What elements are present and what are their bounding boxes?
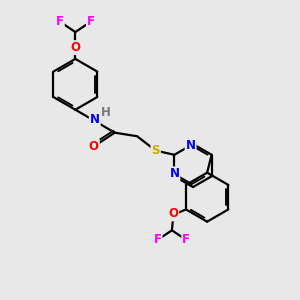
Text: O: O <box>89 140 99 153</box>
Text: O: O <box>168 207 178 220</box>
Text: F: F <box>154 233 162 246</box>
Text: F: F <box>87 15 95 28</box>
Text: S: S <box>152 144 160 157</box>
Text: N: N <box>90 113 100 126</box>
Text: H: H <box>101 106 111 119</box>
Text: F: F <box>182 233 190 246</box>
Text: F: F <box>56 15 64 28</box>
Text: N: N <box>169 167 179 180</box>
Text: N: N <box>186 139 196 152</box>
Text: O: O <box>70 41 80 54</box>
